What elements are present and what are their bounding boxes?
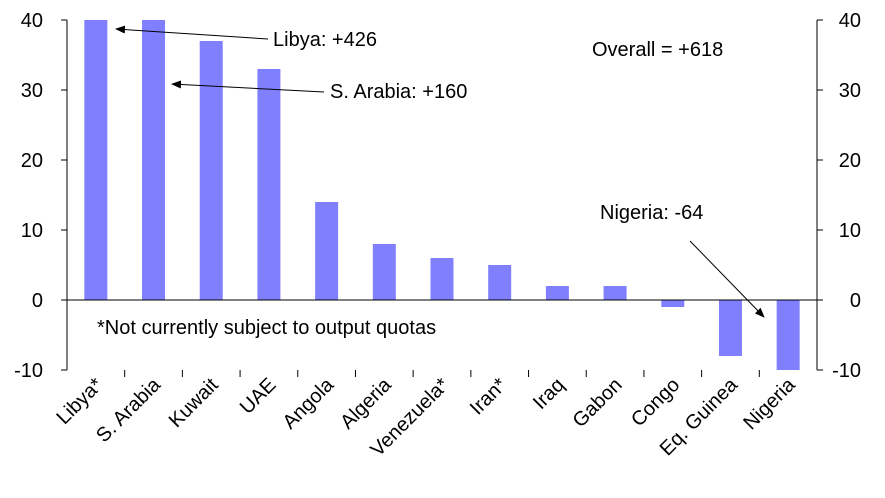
y-tick-label-left: -10 <box>14 360 43 382</box>
y-tick-label-right: -10 <box>832 360 861 382</box>
bar-libya <box>84 20 108 300</box>
y-tick-label-left: 20 <box>21 150 43 172</box>
bar-gabon <box>603 286 627 300</box>
bars-layer <box>84 20 800 370</box>
bar-algeria <box>372 244 396 300</box>
axes-layer <box>61 19 823 377</box>
arrow-saudi <box>171 80 325 93</box>
bar-nigeria <box>776 300 800 370</box>
bar-iran <box>488 265 512 300</box>
footnote: *Not currently subject to output quotas <box>97 317 436 339</box>
annotation-nigeria: Nigeria: -64 <box>600 202 703 224</box>
category-label: UAE <box>236 374 281 419</box>
arrow-libya <box>115 25 269 40</box>
category-label: Congo <box>627 374 684 431</box>
bar-iraq <box>545 286 569 300</box>
category-label: Nigeria <box>739 373 800 434</box>
annotation-saudi: S. Arabia: +160 <box>330 81 467 103</box>
y-tick-label-right: 0 <box>850 290 861 312</box>
y-tick-label-right: 20 <box>839 150 861 172</box>
y-tick-label-left: 30 <box>21 80 43 102</box>
y-tick-label-right: 30 <box>839 80 861 102</box>
category-label: Libya* <box>53 374 108 429</box>
bar-uae <box>257 69 281 300</box>
annotation-libya: Libya: +426 <box>273 29 377 51</box>
y-tick-label-right: 10 <box>839 220 861 242</box>
bar-congo <box>661 300 685 307</box>
category-label: Kuwait <box>165 374 223 432</box>
labels-layer: -10 -10 0 0 10 10 20 20 30 30 40 40 Libya*S. Arabia K… <box>14 10 861 461</box>
arrow-nigeria <box>689 240 765 318</box>
bar-s-arabia <box>142 20 166 300</box>
y-tick-label-left: 40 <box>21 10 43 32</box>
category-label: Gabon <box>569 374 627 432</box>
category-label: Iraq <box>529 374 569 414</box>
category-label: Angola <box>279 373 339 433</box>
y-tick-label-left: 0 <box>32 290 43 312</box>
category-label: S. Arabia <box>92 373 166 447</box>
annotation-overall: Overall = +618 <box>592 39 723 61</box>
y-tick-label-right: 40 <box>839 10 861 32</box>
bar-angola <box>315 202 339 300</box>
bar-venezuela <box>430 258 454 300</box>
bar-eq-guinea <box>718 300 742 356</box>
y-tick-label-left: 10 <box>21 220 43 242</box>
category-label: Iran* <box>466 374 512 420</box>
bar-kuwait <box>199 41 223 300</box>
